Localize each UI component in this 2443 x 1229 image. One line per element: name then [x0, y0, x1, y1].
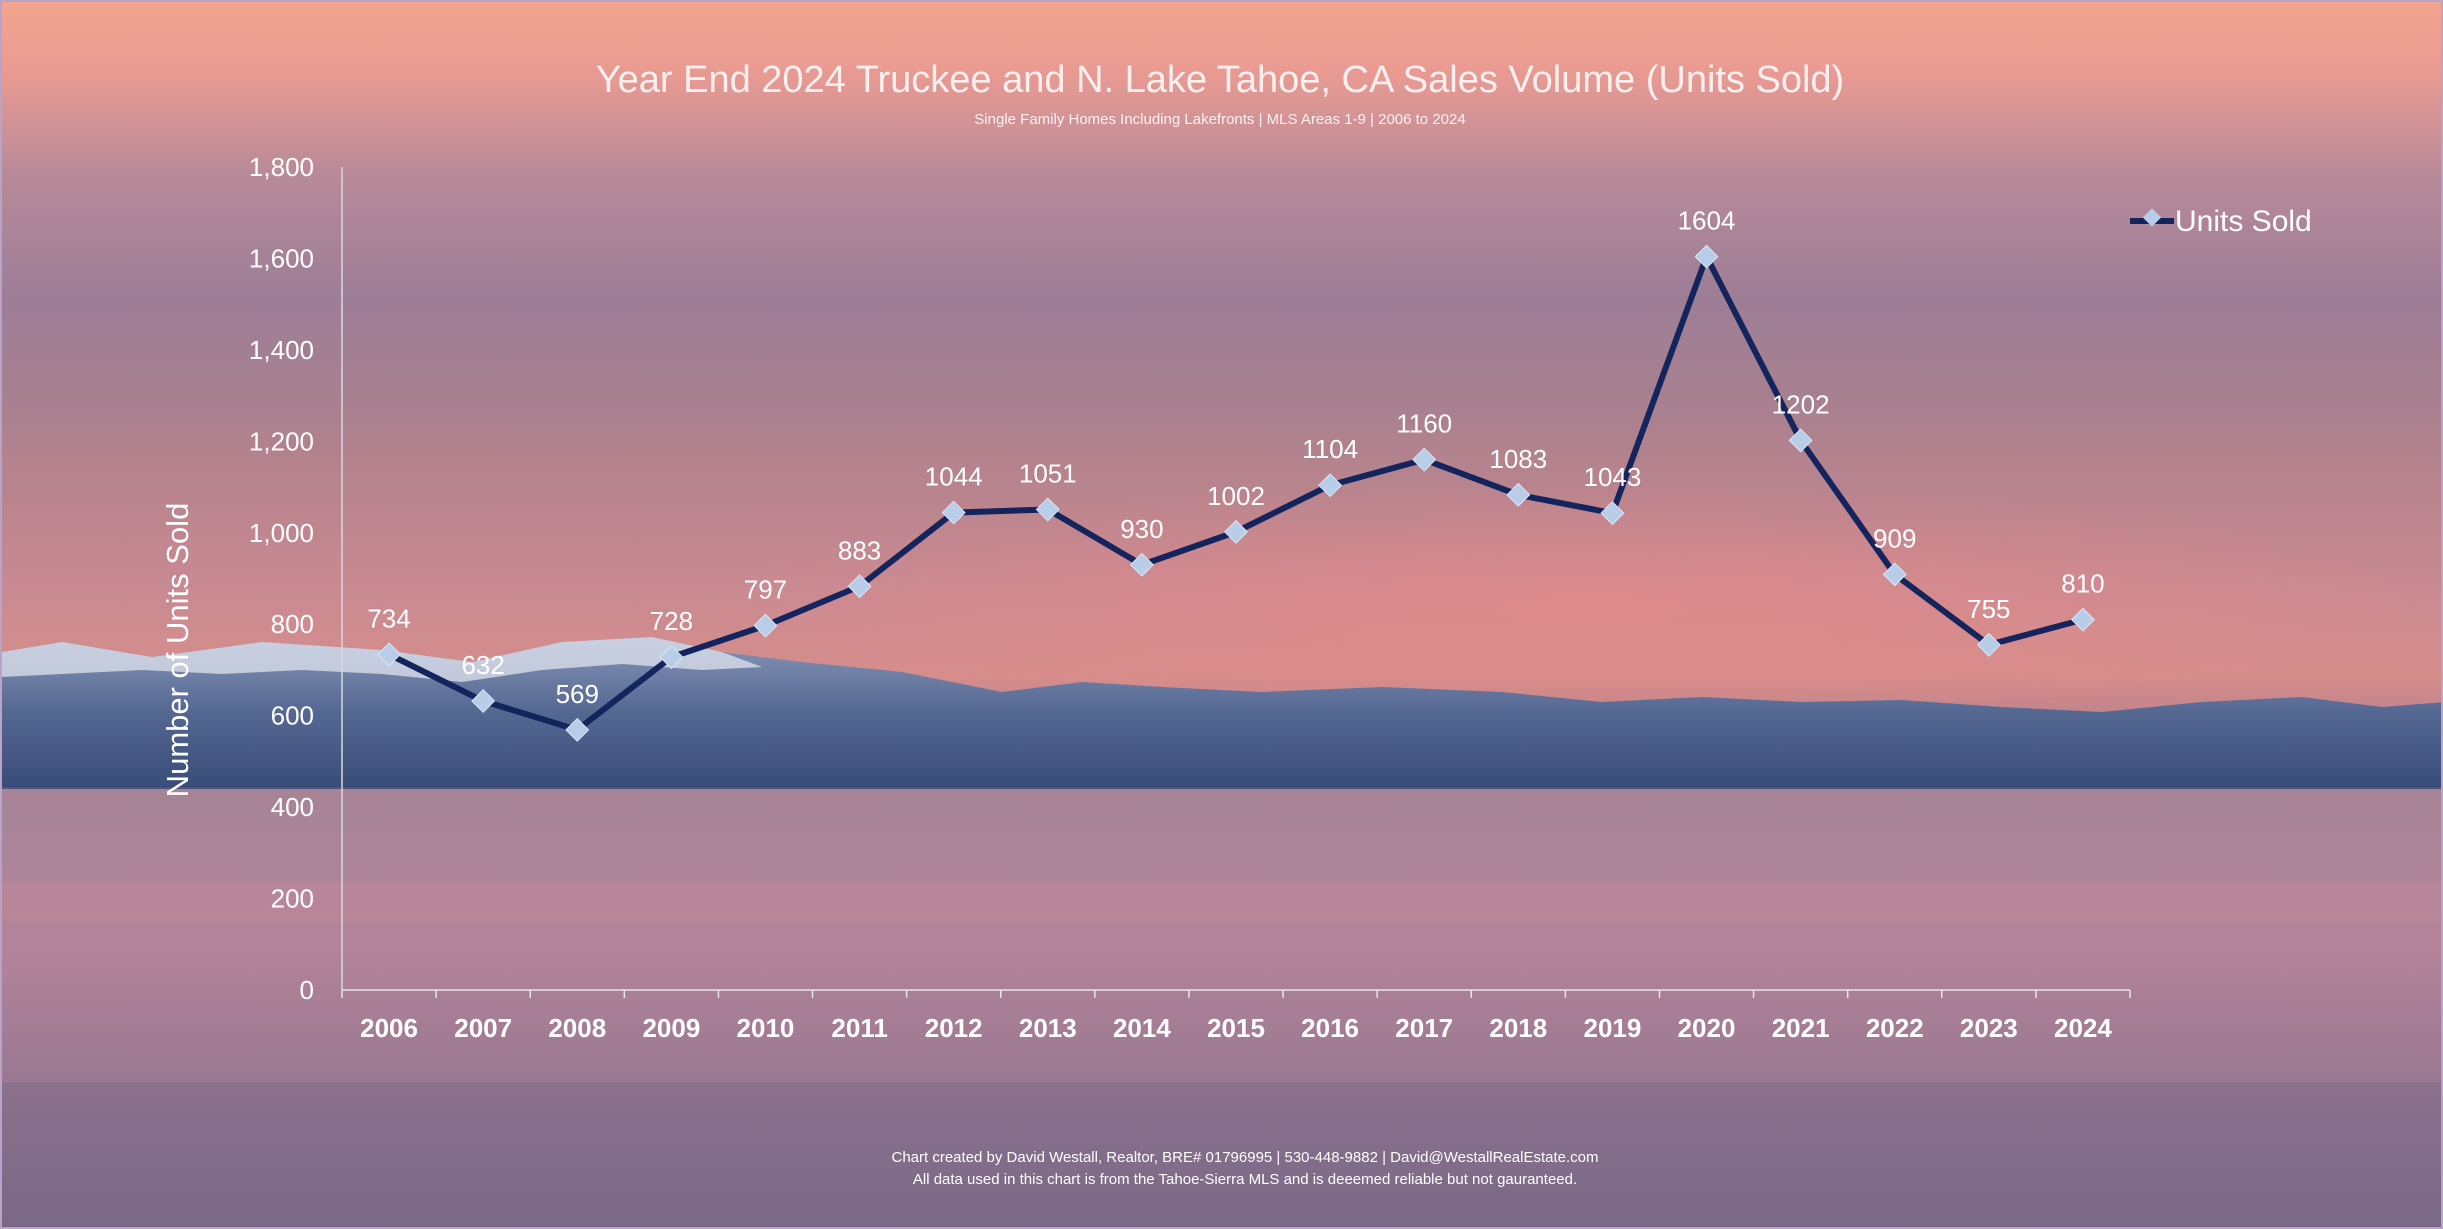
- data-point: [1412, 447, 1437, 472]
- footer-disclaimer: All data used in this chart is from the …: [913, 1171, 1577, 1188]
- data-label: 930: [1120, 514, 1163, 544]
- data-point: [565, 717, 590, 742]
- data-label: 1002: [1207, 481, 1265, 511]
- footer-credit: Chart created by David Westall, Realtor,…: [892, 1149, 1599, 1166]
- data-point: [1129, 552, 1154, 577]
- data-label: 1044: [925, 462, 983, 492]
- data-point: [753, 613, 778, 638]
- data-point: [941, 500, 966, 525]
- x-tick-label: 2016: [1301, 1013, 1359, 1043]
- data-label: 909: [1873, 523, 1916, 553]
- data-point: [1882, 562, 1907, 587]
- data-point: [1223, 519, 1249, 544]
- series-units-sold: [377, 244, 2095, 742]
- legend-label: Units Sold: [2175, 205, 2312, 238]
- data-point: [1788, 428, 1813, 453]
- data-point: [1035, 497, 1060, 522]
- y-tick-label: 200: [271, 884, 314, 914]
- data-point: [1694, 244, 1719, 269]
- y-axis-title: Number of Units Sold: [160, 503, 195, 798]
- data-label: 1604: [1678, 206, 1736, 236]
- data-point: [1600, 501, 1625, 526]
- x-tick-label: 2018: [1489, 1013, 1547, 1043]
- y-tick-label: 400: [271, 792, 314, 822]
- x-tick-label: 2020: [1678, 1013, 1736, 1043]
- x-tick-label: 2014: [1113, 1013, 1171, 1043]
- x-tick-label: 2011: [831, 1013, 887, 1043]
- data-point: [471, 689, 496, 714]
- data-label: 810: [2061, 569, 2104, 599]
- y-tick-label: 1,600: [249, 243, 314, 273]
- data-label: 632: [461, 650, 504, 680]
- x-tick-label: 2023: [1960, 1013, 2018, 1043]
- y-tick-label: 600: [271, 701, 314, 731]
- data-label: 1202: [1772, 389, 1830, 419]
- x-axis-ticks: 2006 2007 2008 2009 2010 2011 2012 2013 2014 2015…: [341, 990, 2131, 1043]
- y-tick-label: 800: [271, 609, 314, 639]
- x-tick-label: 2024: [2054, 1013, 2112, 1043]
- data-label: 1160: [1396, 409, 1452, 439]
- x-tick-label: 2007: [454, 1013, 512, 1043]
- x-tick-label: 2006: [360, 1013, 418, 1043]
- data-label: 569: [556, 679, 599, 709]
- axes: [341, 167, 2130, 991]
- data-label: 734: [367, 603, 410, 633]
- data-label: 728: [650, 606, 693, 636]
- x-tick-label: 2015: [1207, 1013, 1265, 1043]
- data-label: 1083: [1489, 444, 1547, 474]
- data-point: [847, 574, 872, 599]
- y-tick-label: 1,200: [249, 426, 314, 456]
- data-label: 797: [744, 575, 787, 605]
- data-label: 1104: [1302, 434, 1358, 464]
- data-point: [1506, 482, 1531, 507]
- data-point: [1976, 632, 2001, 657]
- legend: Units Sold: [2130, 205, 2312, 238]
- data-labels: 734 632 569 728 797 883 1044 1051 930 1002 1104 116…: [367, 206, 2104, 709]
- x-tick-label: 2008: [548, 1013, 606, 1043]
- data-label: 755: [1967, 594, 2010, 624]
- y-tick-label: 1,400: [249, 335, 314, 365]
- data-label: 1043: [1583, 462, 1641, 492]
- x-tick-label: 2022: [1866, 1013, 1924, 1043]
- x-tick-label: 2021: [1772, 1013, 1830, 1043]
- x-tick-label: 2019: [1583, 1013, 1641, 1043]
- chart-title: Year End 2024 Truckee and N. Lake Tahoe,…: [596, 59, 1844, 101]
- y-axis-ticks: 0 200 400 600 800 1,000 1,200 1,400 1,600 1,800: [249, 152, 314, 1005]
- y-tick-label: 1,800: [249, 152, 314, 182]
- x-tick-label: 2012: [925, 1013, 983, 1043]
- x-tick-label: 2009: [642, 1013, 700, 1043]
- data-point: [2070, 607, 2095, 632]
- legend-marker: [2142, 208, 2162, 227]
- x-tick-label: 2010: [737, 1013, 795, 1043]
- x-tick-label: 2017: [1395, 1013, 1453, 1043]
- data-point: [377, 642, 402, 667]
- y-tick-label: 1,000: [249, 518, 314, 548]
- x-tick-label: 2013: [1019, 1013, 1077, 1043]
- y-tick-label: 0: [300, 975, 314, 1005]
- data-point: [1318, 473, 1343, 498]
- data-label: 1051: [1019, 458, 1077, 488]
- data-point: [659, 645, 684, 670]
- chart-subtitle: Single Family Homes Including Lakefronts…: [974, 111, 1465, 128]
- data-label: 883: [838, 535, 881, 565]
